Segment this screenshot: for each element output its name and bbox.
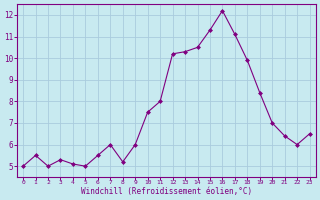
X-axis label: Windchill (Refroidissement éolien,°C): Windchill (Refroidissement éolien,°C) [81,187,252,196]
